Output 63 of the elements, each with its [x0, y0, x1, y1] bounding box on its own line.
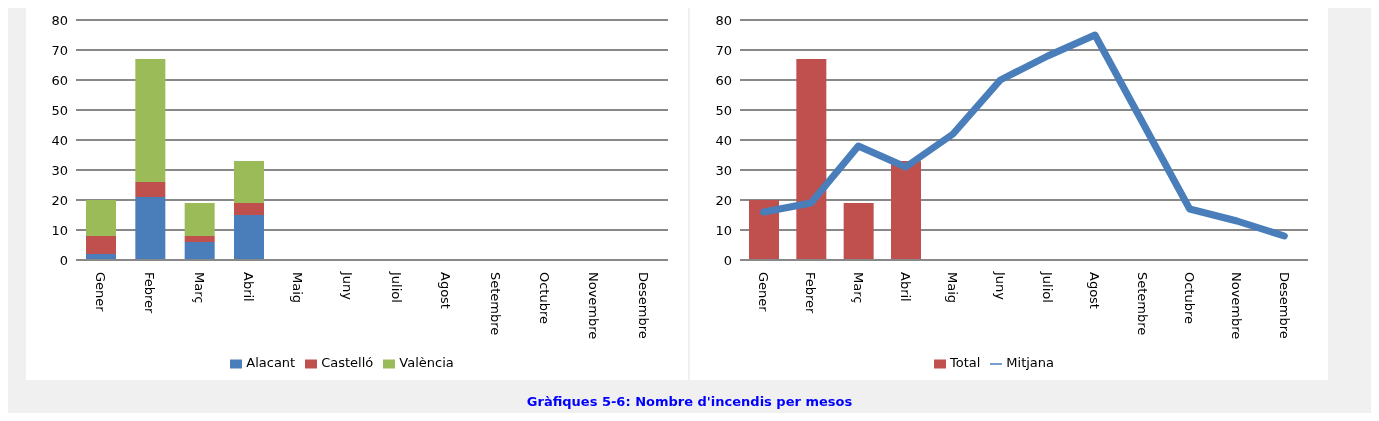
x-tick-label: Desembre: [1276, 272, 1292, 339]
y-tick-label: 80: [715, 12, 732, 28]
x-tick-label: Juliol: [1040, 271, 1056, 303]
x-tick-label: Juliol: [389, 271, 405, 303]
bar: [234, 215, 264, 260]
x-tick-label: Març: [191, 272, 207, 304]
y-tick-label: 70: [51, 42, 68, 58]
y-tick-label: 10: [51, 222, 68, 238]
text: Gràfiques 5-6: Nombre d'incendis per mesos: [525, 394, 854, 409]
bar: [796, 59, 827, 260]
x-tick-label: Febrer: [803, 272, 819, 315]
x-tick-label: Maig: [290, 272, 306, 304]
y-tick-label: 10: [715, 222, 732, 238]
y-tick-label: 0: [59, 252, 68, 268]
legend-label: València: [399, 355, 454, 370]
bar: [234, 161, 264, 203]
y-tick-label: 70: [715, 42, 732, 58]
bar: [184, 203, 215, 236]
x-tick-label: Abril: [241, 272, 257, 302]
x-tick-label: Novembre: [1229, 272, 1245, 340]
bar: [843, 203, 874, 260]
x-tick-label: Juny: [339, 271, 355, 301]
x-tick-label: Agost: [1087, 272, 1103, 309]
x-tick-label: Novembre: [586, 272, 602, 340]
x-tick-label: Desembre: [635, 272, 651, 339]
bar: [135, 182, 166, 197]
x-tick-label: Setembre: [487, 272, 503, 336]
y-tick-label: 50: [715, 102, 732, 118]
x-tick-label: Març: [850, 272, 866, 304]
bar: [135, 197, 166, 260]
y-tick-label: 20: [715, 192, 732, 208]
legend-label: Alacant: [246, 355, 296, 370]
bar: [234, 203, 264, 215]
x-tick-label: Febrer: [142, 272, 158, 315]
y-tick-label: 50: [51, 102, 68, 118]
y-tick-label: 30: [715, 162, 732, 178]
y-tick-label: 40: [51, 132, 68, 148]
x-tick-label: Setembre: [1134, 272, 1150, 336]
x-tick-label: Abril: [898, 272, 914, 302]
bar: [135, 59, 166, 182]
legend-label: Total: [949, 355, 981, 370]
y-tick-label: 0: [723, 252, 732, 268]
x-tick-label: Gener: [93, 272, 109, 313]
bar: [184, 236, 215, 242]
bar: [891, 161, 921, 260]
x-tick-label: Octubre: [1182, 272, 1198, 325]
x-tick-label: Maig: [945, 272, 961, 304]
x-tick-label: Gener: [756, 272, 772, 313]
legend-label: Castelló: [321, 355, 374, 370]
y-tick-label: 60: [51, 72, 68, 88]
y-tick-label: 60: [715, 72, 732, 88]
bar: [86, 236, 116, 254]
y-tick-label: 40: [715, 132, 732, 148]
bar: [86, 200, 116, 236]
bar: [184, 242, 215, 260]
x-tick-label: Juny: [992, 271, 1008, 301]
x-tick-label: Agost: [438, 272, 454, 309]
y-tick-label: 30: [51, 162, 68, 178]
y-tick-label: 80: [51, 12, 68, 28]
y-tick-label: 20: [51, 192, 68, 208]
legend-label: Mitjana: [1006, 355, 1055, 370]
bar: [749, 200, 779, 260]
x-tick-label: Octubre: [537, 272, 553, 325]
